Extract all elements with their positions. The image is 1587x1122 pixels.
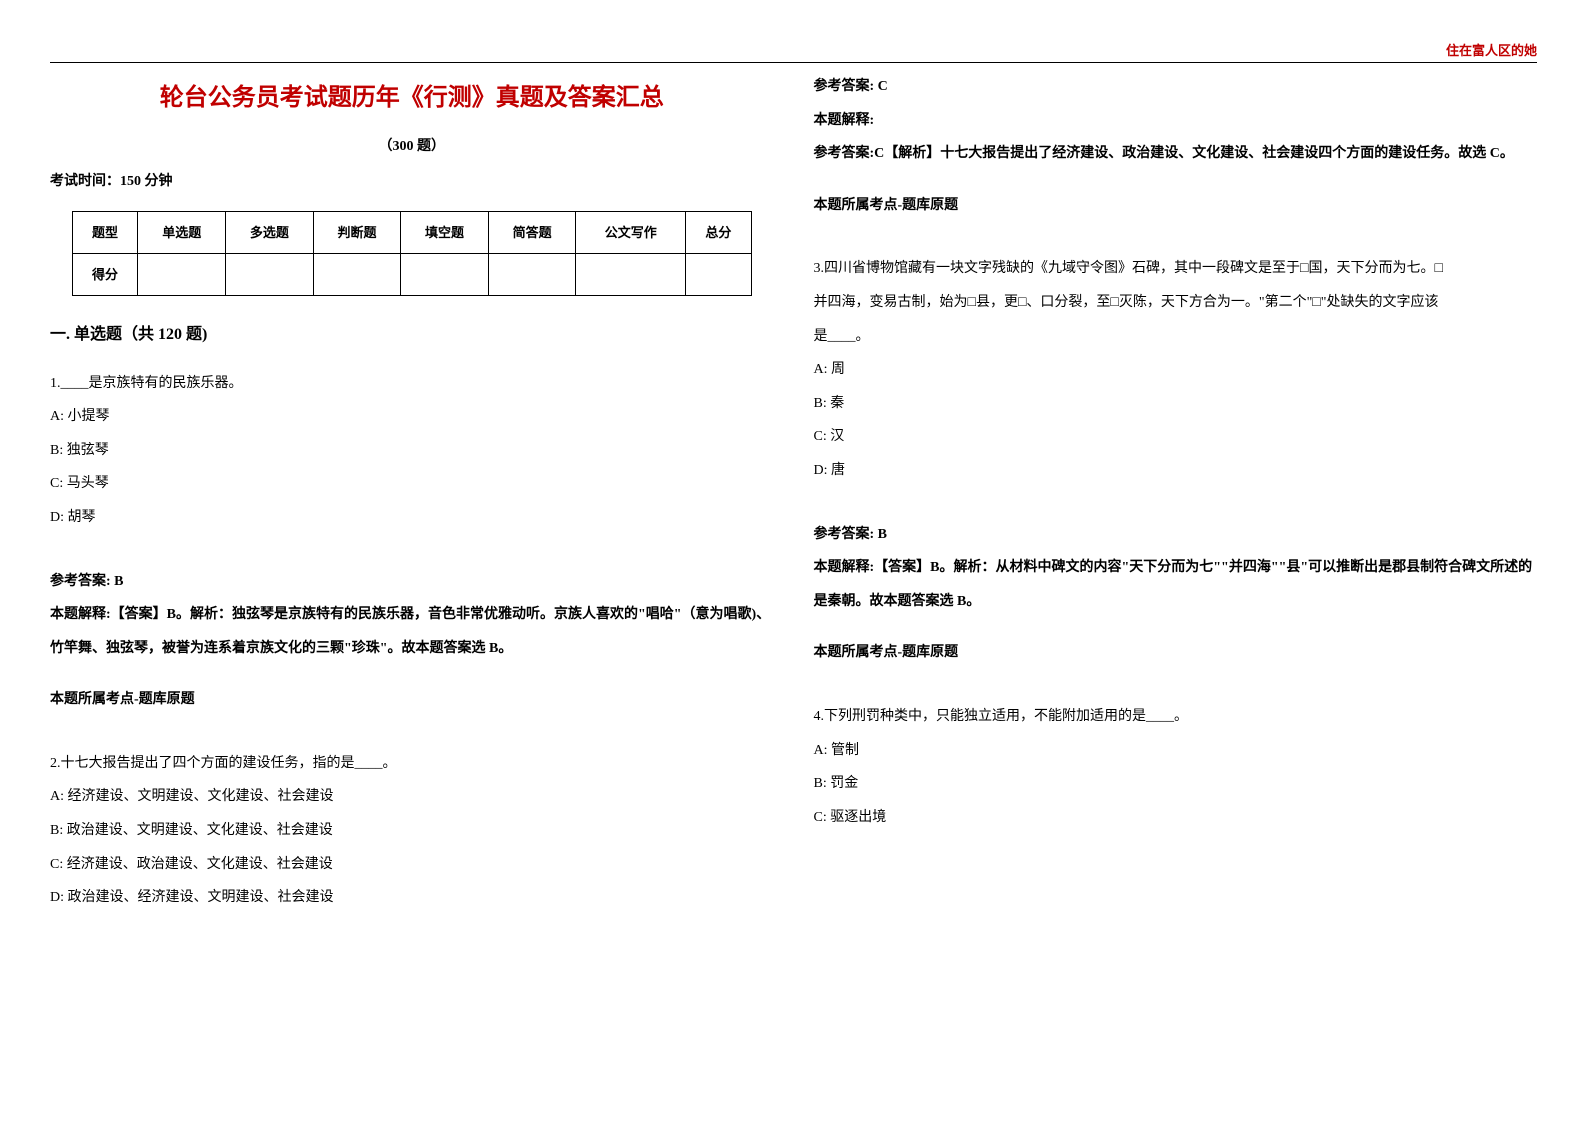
table-cell <box>226 253 314 295</box>
table-cell <box>488 253 576 295</box>
q1-option-c: C: 马头琴 <box>50 467 774 501</box>
q3-answer: 参考答案: B <box>814 518 1538 552</box>
table-header: 单选题 <box>138 211 226 253</box>
table-score-row: 得分 <box>72 253 751 295</box>
top-divider <box>50 62 1537 63</box>
watermark-text: 住在富人区的她 <box>1446 40 1537 59</box>
q3-point: 本题所属考点-题库原题 <box>814 636 1538 670</box>
q2-answer: 参考答案: C <box>814 70 1538 104</box>
q2-option-c: C: 经济建设、政治建设、文化建设、社会建设 <box>50 848 774 882</box>
q4-option-b: B: 罚金 <box>814 767 1538 801</box>
q3-explain: 本题解释:【答案】B。解析：从材料中碑文的内容"天下分而为七""并四海""县"可… <box>814 551 1538 618</box>
left-column: 轮台公务员考试题历年《行测》真题及答案汇总 （300 题） 考试时间：150 分… <box>50 70 774 915</box>
q3-option-b: B: 秦 <box>814 387 1538 421</box>
q3-option-d: D: 唐 <box>814 454 1538 488</box>
q3-stem-line1: 3.四川省博物馆藏有一块文字残缺的《九域守令图》石碑，其中一段碑文是至于□国，天… <box>814 252 1538 286</box>
q2-option-a: A: 经济建设、文明建设、文化建设、社会建设 <box>50 780 774 814</box>
table-header: 多选题 <box>226 211 314 253</box>
table-cell <box>685 253 751 295</box>
q2-explain: 参考答案:C【解析】十七大报告提出了经济建设、政治建设、文化建设、社会建设四个方… <box>814 137 1538 171</box>
score-table: 题型 单选题 多选题 判断题 填空题 简答题 公文写作 总分 得分 <box>72 211 752 296</box>
q4-stem: 4.下列刑罚种类中，只能独立适用，不能附加适用的是____。 <box>814 700 1538 734</box>
q1-explain: 本题解释:【答案】B。解析：独弦琴是京族特有的民族乐器，音色非常优雅动听。京族人… <box>50 598 774 665</box>
q1-option-b: B: 独弦琴 <box>50 434 774 468</box>
q2-point: 本题所属考点-题库原题 <box>814 189 1538 223</box>
q3-stem-line3: 是____。 <box>814 320 1538 354</box>
section-header: 一. 单选题（共 120 题) <box>50 316 774 354</box>
document-title: 轮台公务员考试题历年《行测》真题及答案汇总 <box>50 70 774 128</box>
table-header: 简答题 <box>488 211 576 253</box>
q1-option-d: D: 胡琴 <box>50 501 774 535</box>
q3-option-a: A: 周 <box>814 353 1538 387</box>
q4-option-a: A: 管制 <box>814 734 1538 768</box>
table-cell <box>138 253 226 295</box>
q1-point: 本题所属考点-题库原题 <box>50 683 774 717</box>
table-header-row: 题型 单选题 多选题 判断题 填空题 简答题 公文写作 总分 <box>72 211 751 253</box>
q3-stem-line2: 并四海，变易古制，始为□县，更□、口分裂，至□灭陈，天下方合为一。"第二个"□"… <box>814 286 1538 320</box>
document-subtitle: （300 题） <box>50 130 774 164</box>
q2-option-d: D: 政治建设、经济建设、文明建设、社会建设 <box>50 881 774 915</box>
table-cell <box>401 253 489 295</box>
table-cell <box>576 253 686 295</box>
q2-option-b: B: 政治建设、文明建设、文化建设、社会建设 <box>50 814 774 848</box>
q1-answer: 参考答案: B <box>50 565 774 599</box>
q1-stem: 1.____是京族特有的民族乐器。 <box>50 367 774 401</box>
table-row-label: 得分 <box>72 253 138 295</box>
q3-option-c: C: 汉 <box>814 420 1538 454</box>
table-header: 总分 <box>685 211 751 253</box>
q2-stem: 2.十七大报告提出了四个方面的建设任务，指的是____。 <box>50 747 774 781</box>
table-header: 题型 <box>72 211 138 253</box>
table-header: 填空题 <box>401 211 489 253</box>
right-column: 参考答案: C 本题解释: 参考答案:C【解析】十七大报告提出了经济建设、政治建… <box>814 70 1538 915</box>
q1-option-a: A: 小提琴 <box>50 400 774 434</box>
content-container: 轮台公务员考试题历年《行测》真题及答案汇总 （300 题） 考试时间：150 分… <box>50 70 1537 915</box>
table-header: 公文写作 <box>576 211 686 253</box>
table-cell <box>313 253 401 295</box>
time-info: 考试时间：150 分钟 <box>50 165 774 199</box>
table-header: 判断题 <box>313 211 401 253</box>
q2-explain-label: 本题解释: <box>814 104 1538 138</box>
q4-option-c: C: 驱逐出境 <box>814 801 1538 835</box>
